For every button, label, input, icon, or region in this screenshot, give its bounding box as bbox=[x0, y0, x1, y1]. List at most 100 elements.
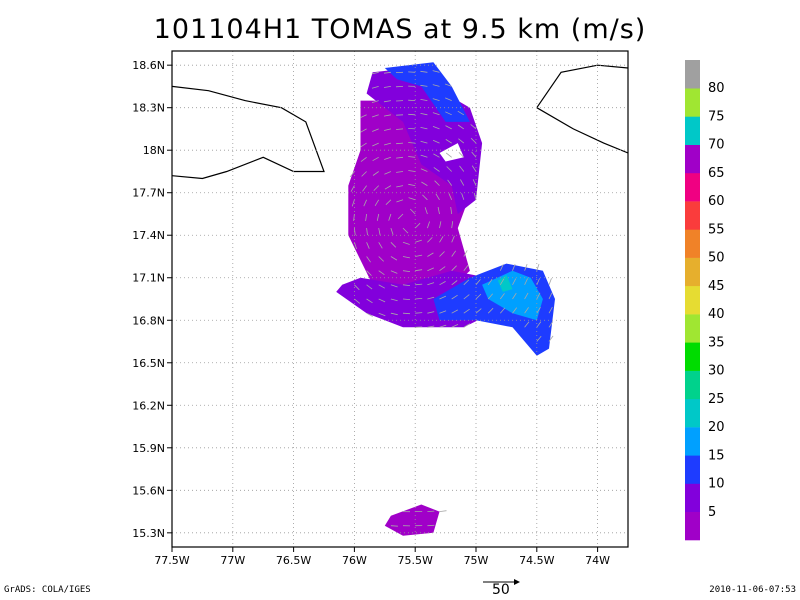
colorbar-swatch bbox=[685, 398, 700, 428]
wind-vector bbox=[372, 171, 379, 176]
wind-vector bbox=[383, 86, 391, 88]
wind-vector bbox=[371, 114, 379, 118]
wind-vector bbox=[536, 306, 541, 314]
wind-vector bbox=[427, 296, 435, 300]
y-tick-label: 16.5N bbox=[132, 357, 165, 370]
wind-vector bbox=[363, 199, 367, 207]
wind-vector bbox=[402, 256, 410, 259]
wind-vector bbox=[378, 298, 386, 303]
plot-frame bbox=[171, 50, 629, 548]
wind-vector bbox=[372, 156, 379, 162]
chart-title: 101104H1 TOMAS at 9.5 km (m/s) bbox=[153, 14, 647, 45]
wind-vector bbox=[473, 192, 477, 200]
wind-vector bbox=[439, 281, 446, 286]
colorbar-swatch bbox=[685, 511, 700, 541]
wind-vector bbox=[536, 321, 542, 328]
colorbar-label: 60 bbox=[708, 194, 725, 209]
wind-vector bbox=[471, 151, 477, 158]
wind-vector bbox=[445, 97, 452, 101]
wind-vector bbox=[450, 206, 453, 215]
wind-vector bbox=[451, 294, 458, 300]
wind-vector bbox=[408, 142, 416, 144]
grid-lines bbox=[172, 51, 628, 547]
wind-region-south-island bbox=[384, 504, 440, 536]
wind-vector bbox=[390, 242, 397, 248]
wind-vector bbox=[512, 292, 517, 300]
wind-vector bbox=[415, 269, 423, 272]
colorbar-label: 50 bbox=[708, 251, 725, 266]
wind-vector bbox=[470, 124, 477, 130]
wind-vector bbox=[376, 213, 380, 221]
wind-vector bbox=[458, 152, 465, 158]
wind-vector bbox=[451, 309, 458, 314]
colorbar-swatch bbox=[685, 314, 700, 343]
wind-vector bbox=[524, 278, 528, 285]
colorbar-label: 35 bbox=[708, 335, 725, 350]
wind-vector bbox=[524, 321, 530, 328]
wind-vector bbox=[415, 254, 423, 257]
wind-vector bbox=[445, 111, 452, 116]
wind-vector bbox=[461, 193, 465, 200]
wind-vector bbox=[439, 236, 444, 243]
wind-vector bbox=[397, 213, 404, 220]
wind-vector bbox=[384, 156, 392, 160]
wind-vector bbox=[360, 128, 367, 133]
wind-vector bbox=[378, 256, 384, 262]
wind-vector bbox=[433, 153, 440, 158]
y-tick-label: 17.7N bbox=[132, 187, 165, 200]
y-tick-label: 16.8N bbox=[132, 314, 165, 327]
wind-vector bbox=[390, 270, 398, 274]
wind-vector bbox=[548, 278, 552, 285]
wind-vector bbox=[371, 100, 379, 103]
wind-vector bbox=[437, 207, 440, 215]
reference-vector bbox=[483, 579, 520, 585]
colorbar: 5 10 15 20 25 30 35 40 45 50 55 60 65 70 75 80 bbox=[685, 60, 725, 541]
wind-vector bbox=[463, 279, 470, 286]
wind-vector bbox=[366, 256, 371, 263]
y-tick-label: 15.6N bbox=[132, 484, 165, 497]
wind-vector bbox=[378, 228, 381, 236]
wind-vector bbox=[427, 325, 435, 328]
wind-vector bbox=[396, 142, 404, 145]
wind-vector bbox=[548, 306, 553, 314]
wind-vector bbox=[512, 278, 517, 285]
wind-vector bbox=[396, 156, 404, 159]
wind-vector bbox=[439, 221, 442, 229]
reference-vector-label: 50 bbox=[492, 582, 510, 598]
wind-vector bbox=[372, 142, 379, 147]
colorbar-swatch bbox=[685, 144, 700, 174]
wind-vector bbox=[548, 335, 554, 342]
wind-vector bbox=[371, 71, 379, 75]
x-tick-label: 77.5W bbox=[154, 554, 189, 567]
wind-vector bbox=[548, 292, 553, 300]
wind-vector bbox=[427, 237, 433, 243]
wind-vector bbox=[366, 284, 373, 290]
wind-vector bbox=[415, 239, 422, 243]
colorbar-swatch bbox=[685, 370, 700, 400]
y-tick-label: 17.4N bbox=[132, 229, 165, 242]
wind-vector bbox=[471, 165, 477, 172]
wind-vector bbox=[383, 114, 391, 117]
wind-vector bbox=[371, 86, 379, 89]
coastlines bbox=[172, 64, 628, 180]
wind-vector bbox=[420, 70, 428, 73]
colorbar-label: 70 bbox=[708, 138, 725, 153]
wind-vector bbox=[424, 207, 428, 215]
wind-vector bbox=[451, 280, 458, 286]
wind-vector bbox=[373, 185, 379, 191]
wind-vector bbox=[472, 179, 477, 186]
y-tick-label: 18.3N bbox=[132, 102, 165, 115]
y-tick-label: 18.6N bbox=[132, 59, 165, 72]
colorbar-swatch bbox=[685, 342, 700, 371]
wind-vector bbox=[415, 283, 423, 286]
wind-vector bbox=[402, 298, 411, 300]
wind-vector bbox=[372, 128, 379, 132]
wind-vector bbox=[432, 139, 440, 144]
colorbar-label: 25 bbox=[708, 392, 725, 407]
wind-vector bbox=[390, 298, 398, 302]
x-tick-label: 77W bbox=[220, 554, 245, 567]
wind-vector bbox=[374, 199, 380, 207]
colorbar-swatch bbox=[685, 257, 700, 287]
wind-vector bbox=[396, 171, 404, 173]
